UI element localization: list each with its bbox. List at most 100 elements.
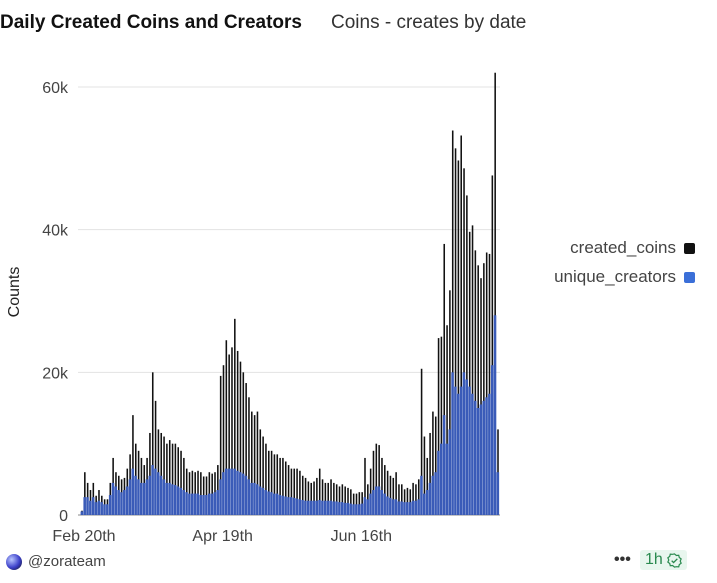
freshness-badge[interactable]: 1h	[640, 550, 687, 570]
created-coins-bar	[219, 375, 222, 515]
unique-creators-bar	[275, 493, 279, 515]
created-coins-bar	[417, 479, 420, 515]
unique-creators-bar	[318, 500, 321, 515]
unique-creators-bar	[425, 490, 429, 515]
check-shield-icon	[666, 552, 682, 568]
unique-creators-bar	[383, 493, 386, 515]
unique-creators-bar	[278, 495, 282, 515]
legend-label: unique_creators	[554, 267, 676, 286]
unique-creators-bar	[80, 511, 84, 515]
unique-creators-bar	[468, 386, 471, 515]
unique-creators-bar	[134, 475, 137, 515]
y-tick-label: 20k	[42, 365, 69, 382]
unique-creators-bar	[321, 500, 324, 515]
unique-creators-bar	[202, 495, 205, 515]
unique-creators-bar	[434, 472, 437, 515]
created-coins-bar	[191, 470, 194, 515]
chart-title: Daily Created Coins and Creators	[0, 12, 302, 33]
unique-creators-bar	[216, 490, 219, 515]
created-coins-bar	[242, 372, 245, 515]
created-coins-bar	[381, 457, 383, 515]
created-coins-bar	[463, 168, 465, 515]
unique-creators-bar	[473, 400, 477, 515]
unique-creators-bar	[100, 502, 103, 515]
created-coins-bar	[270, 450, 273, 515]
unique-creators-bar	[360, 503, 364, 515]
x-tick-label: Apr 19th	[192, 528, 252, 545]
created-coins-bar	[299, 470, 301, 515]
unique-creators-bar	[465, 379, 469, 515]
avatar	[6, 553, 22, 570]
created-coins-bar	[460, 135, 462, 516]
created-coins-bar	[284, 461, 287, 515]
y-tick-label: 40k	[42, 223, 69, 240]
unique-creators-bar	[329, 500, 333, 515]
unique-creators-bar	[210, 493, 214, 515]
legend-swatch	[684, 271, 695, 283]
unique-creators-bar	[117, 490, 120, 515]
unique-creators-bar	[159, 475, 163, 515]
unique-creators-bar	[451, 372, 454, 515]
unique-creators-bar	[165, 482, 169, 515]
more-options-button[interactable]: •••	[614, 551, 631, 568]
created-coins-bar	[273, 454, 276, 515]
unique-creators-bar	[326, 500, 330, 515]
unique-creators-bar	[363, 497, 367, 515]
created-coins-bar	[276, 454, 279, 515]
author-link[interactable]: @zorateam	[6, 553, 106, 570]
created-coins-bar	[485, 252, 488, 515]
created-coins-bar	[151, 372, 154, 515]
created-coins-bar	[341, 484, 344, 515]
created-coins-bar	[330, 479, 332, 515]
created-coins-bar	[401, 484, 403, 515]
x-tick-label: Feb 20th	[52, 528, 115, 545]
unique-creators-bar	[145, 479, 149, 515]
created-coins-bar	[372, 450, 375, 515]
unique-creators-bar	[284, 496, 287, 515]
unique-creators-bar	[315, 500, 319, 515]
created-coins-bar	[313, 481, 315, 515]
unique-creators-bar	[471, 393, 474, 515]
unique-creators-bar	[442, 415, 446, 515]
created-coins-bar	[171, 443, 174, 515]
unique-creators-bar	[386, 496, 389, 515]
legend-item-unique-creators[interactable]: unique_creators	[554, 267, 695, 287]
created-coins-bar	[471, 225, 474, 516]
unique-creators-bar	[372, 490, 375, 515]
unique-creators-bar	[89, 500, 92, 515]
unique-creators-bar	[338, 502, 341, 515]
unique-creators-bar	[439, 443, 443, 515]
created-coins-bar	[466, 195, 468, 515]
unique-creators-bar	[219, 479, 222, 515]
unique-creators-bar	[397, 501, 401, 515]
unique-creators-bar	[151, 465, 154, 515]
chart-subtitle: Coins - creates by date	[331, 12, 527, 33]
unique-creators-bar	[267, 491, 270, 515]
created-coins-bar	[200, 472, 202, 515]
unique-creators-bar	[190, 493, 194, 515]
created-coins-bar	[477, 265, 479, 515]
created-coins-bar	[149, 432, 151, 515]
created-coins-bar	[446, 325, 448, 515]
unique-creators-bar	[304, 500, 307, 515]
unique-creators-bar	[445, 443, 449, 515]
legend-item-created-coins[interactable]: created_coins	[570, 238, 695, 258]
unique-creators-bar	[462, 372, 466, 515]
created-coins-bar	[389, 475, 392, 515]
created-coins-bar	[429, 432, 431, 515]
unique-creators-bar	[125, 486, 129, 515]
created-coins-bar	[327, 482, 329, 515]
unique-creators-bar	[340, 502, 344, 515]
created-coins-bar	[344, 486, 346, 515]
unique-creators-bar	[173, 485, 177, 515]
unique-creators-bar	[137, 479, 140, 515]
unique-creators-bar	[83, 497, 86, 515]
unique-creators-bar	[476, 408, 480, 515]
unique-creators-bar	[233, 468, 236, 515]
unique-creators-bar	[258, 486, 262, 515]
created-coins-bar	[160, 432, 163, 515]
unique-creators-bar	[241, 473, 245, 515]
created-coins-bar	[256, 411, 259, 515]
unique-creators-bar	[355, 504, 358, 515]
created-coins-bar	[451, 130, 454, 515]
